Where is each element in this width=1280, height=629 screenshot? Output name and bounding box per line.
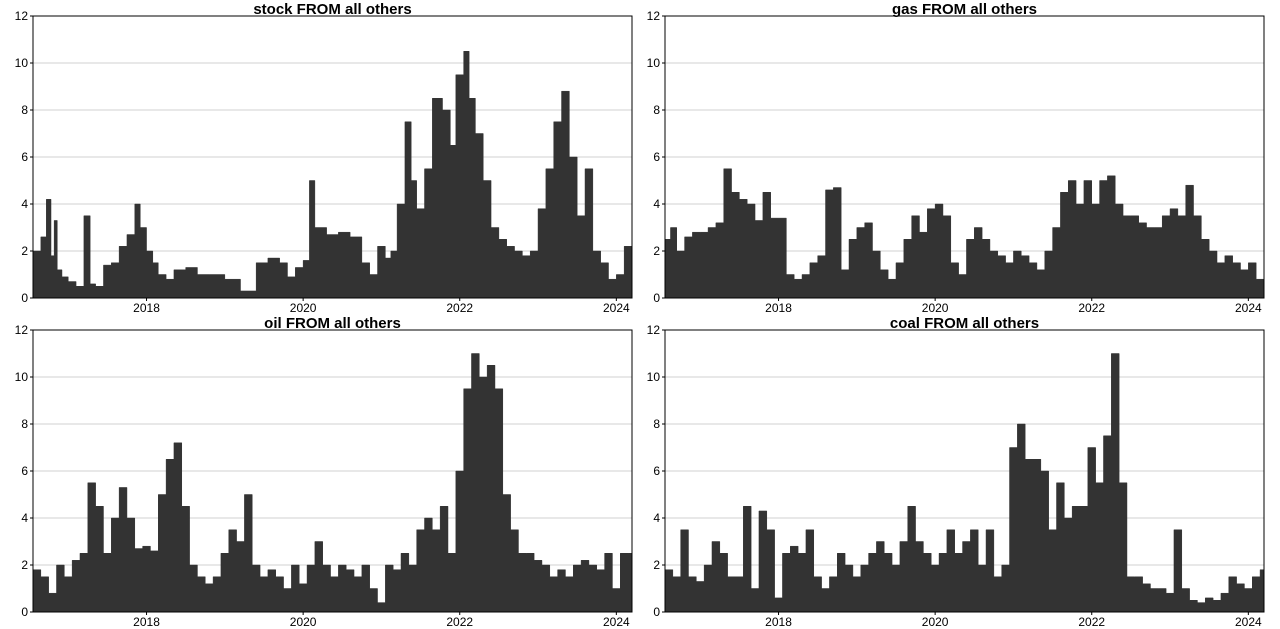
- chart-title: oil FROM all others: [264, 315, 401, 332]
- y-tick-label-1: 2: [653, 244, 660, 258]
- y-tick-label-4: 8: [653, 103, 660, 117]
- x-tick-label-0: 2018: [133, 615, 160, 628]
- x-tick-label-3: 2024: [603, 615, 630, 628]
- x-tick-label-2: 2022: [1078, 615, 1105, 628]
- chart-title: gas FROM all others: [892, 1, 1037, 18]
- y-tick-label-5: 10: [647, 370, 661, 384]
- y-tick-label-6: 12: [647, 9, 661, 23]
- y-tick-label-3: 6: [21, 464, 28, 478]
- y-tick-label-2: 4: [21, 197, 28, 211]
- y-tick-label-6: 12: [15, 323, 29, 337]
- y-tick-label-2: 4: [21, 511, 28, 525]
- chart-svg: 0 2 4 6 8 10 12 2018 2020 2022 2024 oil FROM all ot…: [15, 315, 633, 628]
- y-tick-label-3: 6: [653, 464, 660, 478]
- x-tick-label-0: 2018: [765, 615, 792, 628]
- y-tick-label-6: 12: [15, 9, 29, 23]
- y-tick-label-3: 6: [21, 150, 28, 164]
- y-tick-label-1: 2: [21, 244, 28, 258]
- y-tick-label-4: 8: [21, 103, 28, 117]
- y-tick-label-6: 12: [647, 323, 661, 337]
- x-tick-label-1: 2020: [922, 301, 949, 314]
- y-tick-label-0: 0: [21, 291, 28, 305]
- panel-stock: 0 2 4 6 8 10 12 2018 2020 2022 2024 stock FROM all …: [0, 0, 640, 314]
- y-tick-label-5: 10: [647, 56, 661, 70]
- series-area: [664, 353, 1265, 613]
- panel-gas: 0 2 4 6 8 10 12 2018 2020 2022 2024 gas FROM all ot…: [632, 0, 1272, 314]
- x-tick-label-3: 2024: [603, 301, 630, 314]
- y-tick-label-2: 4: [653, 197, 660, 211]
- series-area: [664, 168, 1265, 299]
- x-tick-label-3: 2024: [1235, 301, 1262, 314]
- x-tick-label-3: 2024: [1235, 615, 1262, 628]
- series-area: [32, 51, 633, 299]
- x-tick-label-1: 2020: [922, 615, 949, 628]
- chart-svg: 0 2 4 6 8 10 12 2018 2020 2022 2024 stock FROM all …: [15, 1, 633, 314]
- panel-coal: 0 2 4 6 8 10 12 2018 2020 2022 2024 coal FROM all o…: [632, 314, 1272, 628]
- x-tick-label-0: 2018: [133, 301, 160, 314]
- y-tick-label-5: 10: [15, 56, 29, 70]
- panel-oil: 0 2 4 6 8 10 12 2018 2020 2022 2024 oil FROM all ot…: [0, 314, 640, 628]
- y-tick-label-1: 2: [653, 558, 660, 572]
- y-tick-label-4: 8: [21, 417, 28, 431]
- x-tick-label-2: 2022: [1078, 301, 1105, 314]
- y-tick-label-2: 4: [653, 511, 660, 525]
- x-tick-label-1: 2020: [290, 615, 317, 628]
- y-tick-label-3: 6: [653, 150, 660, 164]
- chart-svg: 0 2 4 6 8 10 12 2018 2020 2022 2024 gas FROM all ot…: [647, 1, 1265, 314]
- chart-svg: 0 2 4 6 8 10 12 2018 2020 2022 2024 coal FROM all o…: [647, 315, 1265, 628]
- x-tick-label-2: 2022: [446, 615, 473, 628]
- chart-title: coal FROM all others: [890, 315, 1039, 332]
- x-tick-label-2: 2022: [446, 301, 473, 314]
- chart-title: stock FROM all others: [253, 1, 411, 18]
- x-tick-label-1: 2020: [290, 301, 317, 314]
- series-area: [32, 353, 633, 613]
- y-tick-label-0: 0: [653, 605, 660, 619]
- y-tick-label-4: 8: [653, 417, 660, 431]
- y-tick-label-5: 10: [15, 370, 29, 384]
- y-tick-label-1: 2: [21, 558, 28, 572]
- y-tick-label-0: 0: [653, 291, 660, 305]
- y-tick-label-0: 0: [21, 605, 28, 619]
- x-tick-label-0: 2018: [765, 301, 792, 314]
